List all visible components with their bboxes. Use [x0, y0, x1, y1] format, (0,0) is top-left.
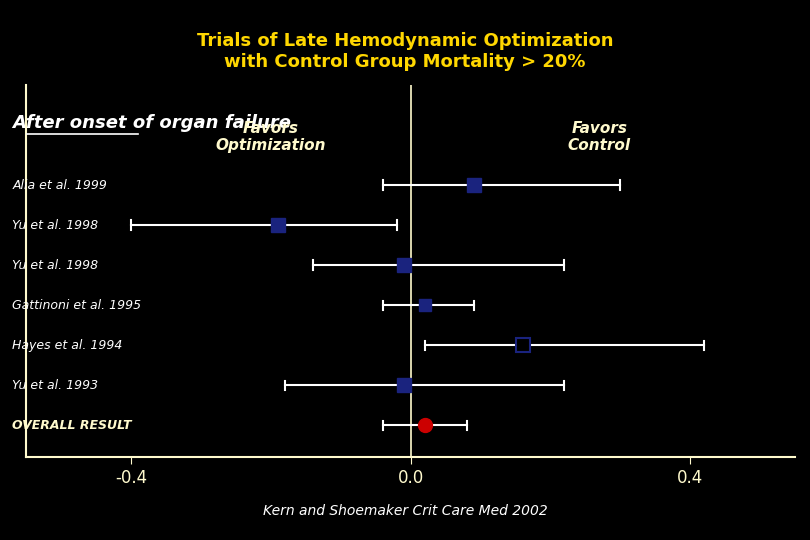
Text: Hayes et al. 1994: Hayes et al. 1994 — [12, 339, 123, 352]
Text: Favors
Control: Favors Control — [568, 121, 631, 153]
Text: Yu et al. 1993: Yu et al. 1993 — [12, 379, 99, 392]
Text: Kern and Shoemaker Crit Care Med 2002: Kern and Shoemaker Crit Care Med 2002 — [262, 504, 548, 518]
Text: Favors
Optimization: Favors Optimization — [215, 121, 326, 153]
Text: Yu et al. 1998: Yu et al. 1998 — [12, 219, 99, 232]
Text: Alia et al. 1999: Alia et al. 1999 — [12, 179, 107, 192]
Text: Yu et al. 1998: Yu et al. 1998 — [12, 259, 99, 272]
Text: After onset of organ failure: After onset of organ failure — [12, 114, 292, 132]
Text: Trials of Late Hemodynamic Optimization
with Control Group Mortality > 20%: Trials of Late Hemodynamic Optimization … — [197, 32, 613, 71]
Text: Gattinoni et al. 1995: Gattinoni et al. 1995 — [12, 299, 142, 312]
Text: OVERALL RESULT: OVERALL RESULT — [12, 419, 132, 432]
